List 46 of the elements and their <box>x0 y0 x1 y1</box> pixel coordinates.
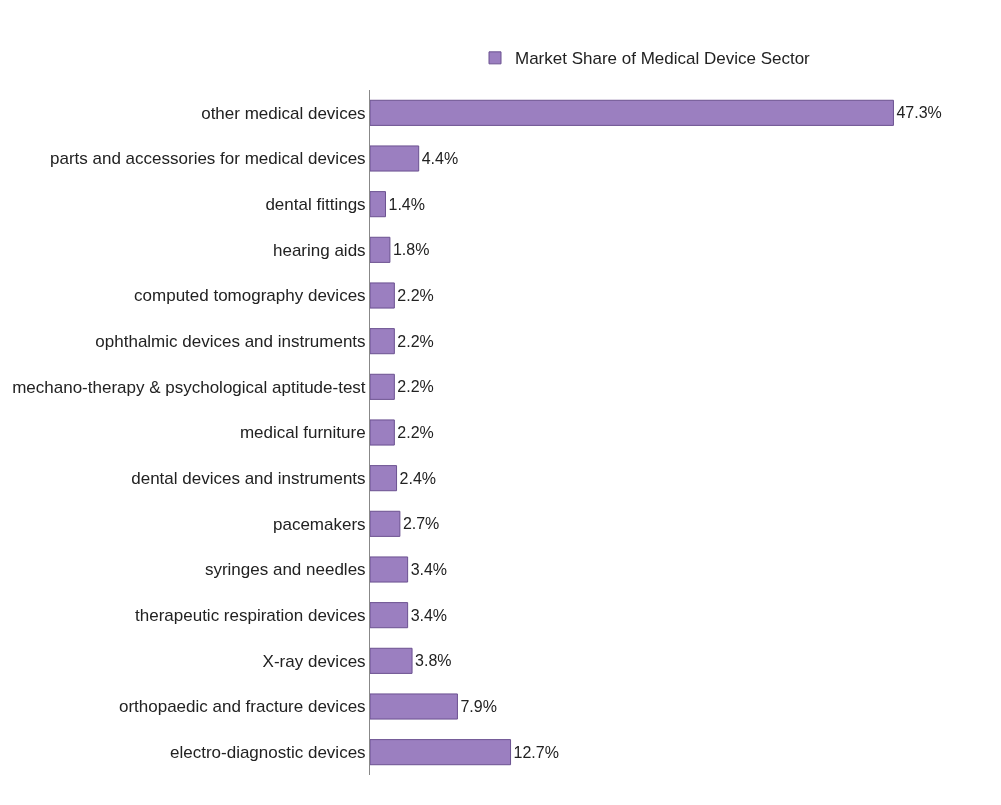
y-tick-label: orthopaedic and fracture devices <box>118 697 366 717</box>
y-tick-label: other medical devices <box>201 103 366 123</box>
bar <box>370 373 395 400</box>
y-tick-label: hearing aids <box>272 240 366 260</box>
y-tick-label: medical furniture <box>239 423 366 443</box>
y-tick-label: computed tomography devices <box>134 286 366 306</box>
data-label: 3.4% <box>410 606 448 624</box>
bar <box>370 328 395 355</box>
bar <box>370 510 401 537</box>
y-tick-label: syringes and needles <box>204 560 366 580</box>
legend-label: Market Share of Medical Device Sector <box>515 49 811 69</box>
data-label: 4.4% <box>421 150 459 167</box>
data-label: 2.2% <box>397 287 434 304</box>
data-label: 12.7% <box>513 743 559 761</box>
y-tick-label: dental devices and instruments <box>131 469 366 489</box>
y-tick-label: therapeutic respiration devices <box>135 606 366 626</box>
data-label: 1.4% <box>388 195 425 213</box>
bar <box>370 99 894 126</box>
bar <box>370 282 395 309</box>
y-tick-label: parts and accessories for medical devices <box>50 149 366 169</box>
bar <box>370 465 398 492</box>
bar <box>370 236 391 263</box>
data-label: 2.2% <box>397 332 434 350</box>
y-tick-label: electro-diagnostic devices <box>169 743 366 763</box>
bar <box>370 693 458 720</box>
bar <box>370 739 512 766</box>
data-label: 2.2% <box>397 424 434 441</box>
bar <box>370 647 413 674</box>
data-label: 2.2% <box>397 378 434 396</box>
y-tick-label: ophthalmic devices and instruments <box>95 332 366 352</box>
y-tick-label: mechano-therapy & psychological aptitude-test <box>12 377 366 397</box>
data-label: 1.8% <box>392 241 430 259</box>
bar <box>370 145 420 172</box>
bar <box>370 602 409 629</box>
data-label: 2.7% <box>402 515 440 533</box>
y-tick-label: X-ray devices <box>262 651 366 671</box>
bar <box>370 556 409 583</box>
bar <box>370 191 386 218</box>
y-tick-label: dental fittings <box>265 195 366 215</box>
y-tick-label: pacemakers <box>272 514 366 534</box>
data-label: 3.8% <box>415 652 452 670</box>
data-label: 3.4% <box>410 561 448 578</box>
bar <box>370 419 395 446</box>
data-label: 47.3% <box>896 104 942 122</box>
data-label: 2.4% <box>399 469 437 487</box>
data-label: 7.9% <box>460 698 497 715</box>
